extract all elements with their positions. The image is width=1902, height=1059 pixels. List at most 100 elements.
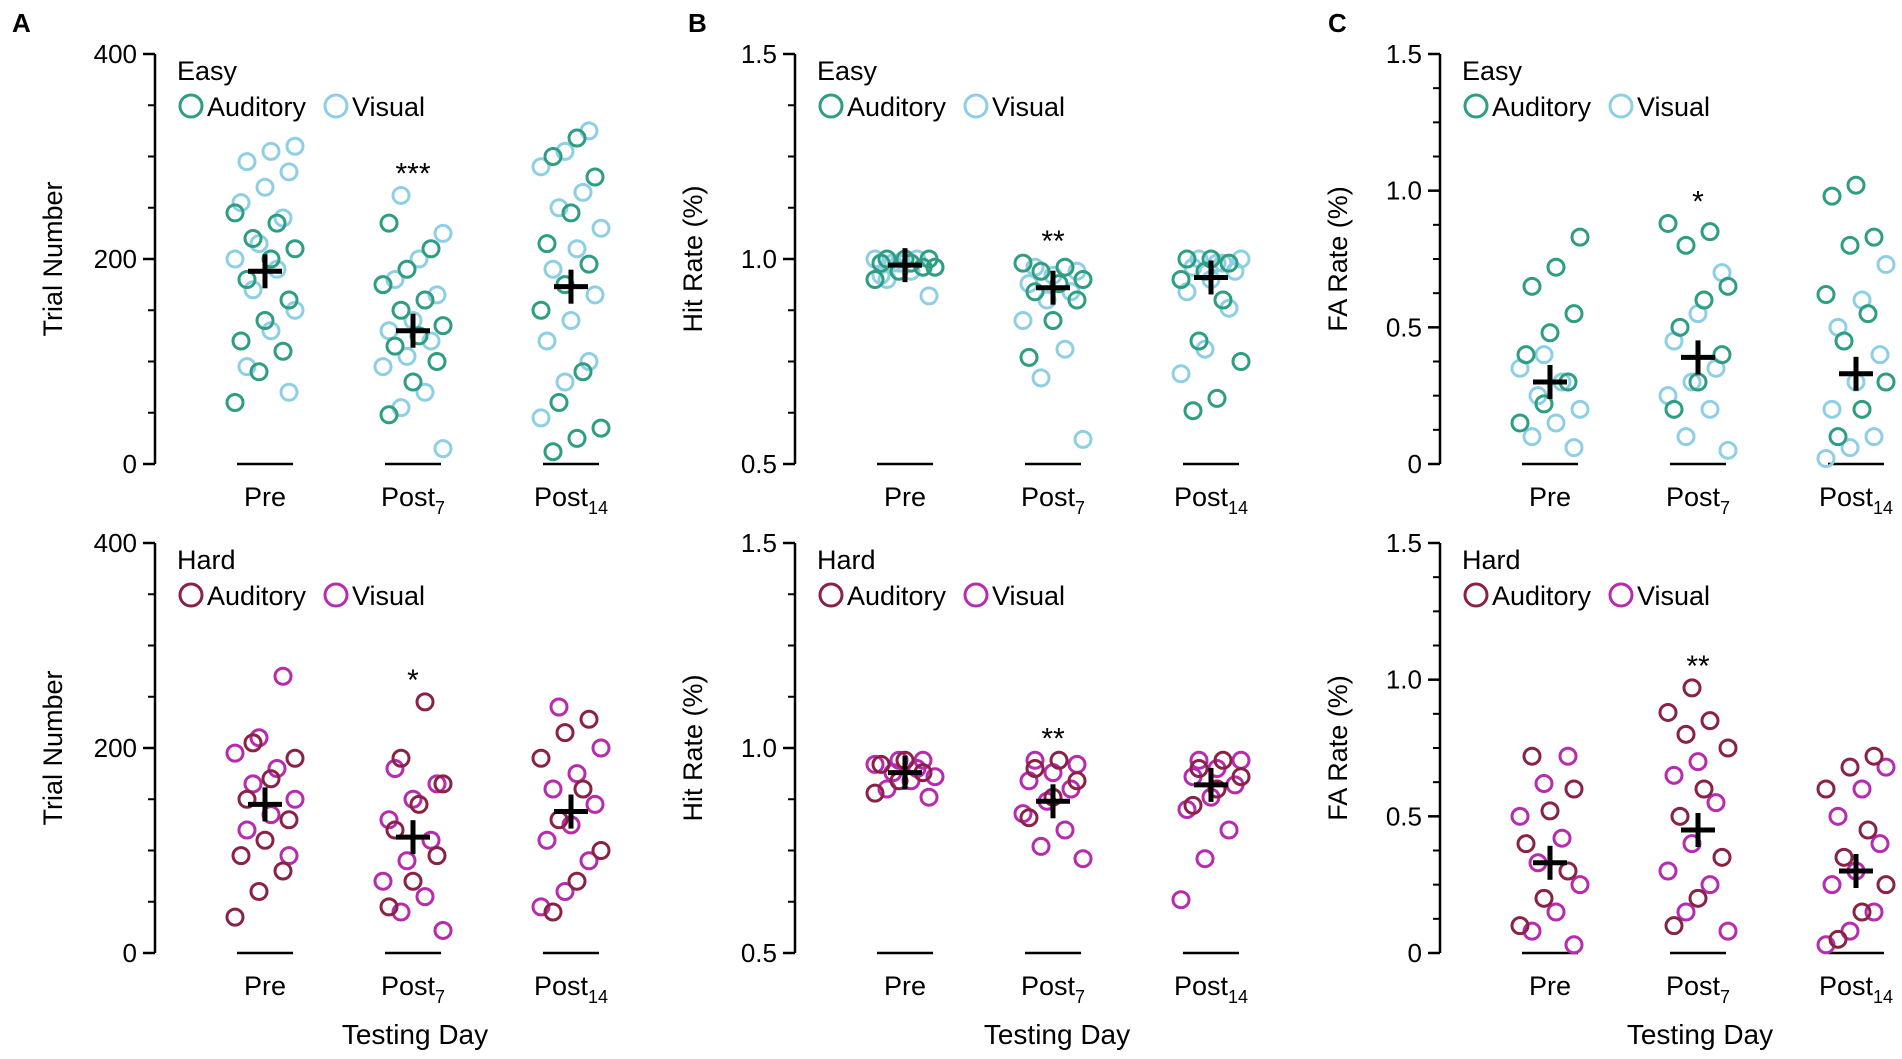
plot-c-easy: 0 0.5 1.0 1.5 FA Rate (%) Pre Post7 Post14 * Easy… bbox=[1323, 39, 1896, 518]
data-point-visual bbox=[373, 357, 393, 377]
data-point-auditory bbox=[573, 362, 593, 382]
x-tick-label: Pre bbox=[1529, 482, 1571, 512]
x-tick-label: Post7 bbox=[381, 482, 445, 518]
data-point-visual bbox=[1534, 345, 1554, 365]
data-point-auditory bbox=[1019, 808, 1039, 828]
data-point-visual bbox=[237, 152, 257, 172]
data-point-visual bbox=[1864, 427, 1884, 447]
data-point-visual bbox=[1876, 254, 1896, 274]
data-point-auditory bbox=[585, 167, 605, 187]
data-point-auditory bbox=[1171, 270, 1191, 289]
data-point-visual bbox=[1718, 921, 1738, 941]
data-point-auditory bbox=[1840, 757, 1860, 777]
data-point-auditory bbox=[1177, 249, 1197, 269]
data-point-auditory bbox=[243, 229, 263, 248]
data-point-visual bbox=[1864, 902, 1884, 922]
data-point-visual bbox=[421, 331, 441, 351]
y-tick-label: 1.5 bbox=[741, 39, 777, 69]
data-point-visual bbox=[409, 249, 429, 269]
data-point-visual bbox=[555, 372, 575, 392]
data-point-visual bbox=[1231, 249, 1251, 269]
data-point-visual bbox=[1828, 806, 1848, 826]
data-point-auditory bbox=[1510, 916, 1530, 936]
data-point-visual bbox=[1688, 752, 1708, 772]
data-point-auditory bbox=[421, 239, 441, 259]
data-point-auditory bbox=[1570, 227, 1590, 247]
data-point-visual bbox=[1067, 754, 1087, 774]
data-point-auditory bbox=[379, 405, 399, 425]
data-point-auditory bbox=[531, 300, 551, 320]
data-point-auditory bbox=[1876, 372, 1896, 392]
legend-label-visual: Visual bbox=[992, 92, 1065, 122]
data-point-visual bbox=[261, 321, 281, 341]
data-point-auditory bbox=[1025, 282, 1045, 302]
data-point-visual bbox=[579, 851, 599, 871]
data-point-visual bbox=[1840, 438, 1860, 458]
data-point-visual bbox=[591, 738, 611, 758]
data-point-auditory bbox=[1213, 750, 1233, 770]
data-point-auditory bbox=[433, 316, 453, 336]
data-point-auditory bbox=[1564, 779, 1584, 799]
x-tick-label: Post7 bbox=[1666, 971, 1730, 1007]
data-point-visual bbox=[1870, 834, 1890, 854]
data-point-auditory bbox=[1840, 235, 1860, 255]
data-point-visual bbox=[555, 882, 575, 901]
data-point-visual bbox=[1564, 438, 1584, 458]
data-point-visual bbox=[1682, 372, 1702, 392]
data-point-visual bbox=[1213, 253, 1233, 273]
panel-letter-a: A bbox=[12, 8, 31, 38]
data-point-auditory bbox=[373, 275, 393, 295]
significance-stars: * bbox=[407, 664, 419, 697]
plot-a-easy: 0 200 400 Trial Number Pre Post7 Post14 *** Easy… bbox=[38, 39, 611, 518]
y-tick-label: 200 bbox=[94, 733, 137, 763]
data-point-auditory bbox=[1231, 767, 1251, 787]
plot-a-hard: 0 200 400 Trial Number Pre Post7 Post14 * Hard Au… bbox=[38, 528, 611, 1007]
y-axis-title: FA Rate (%) bbox=[1323, 675, 1353, 821]
data-point-auditory bbox=[231, 331, 251, 351]
data-point-auditory bbox=[231, 846, 251, 866]
data-point-visual bbox=[1013, 311, 1033, 330]
data-point-visual bbox=[1231, 750, 1251, 770]
data-point-auditory bbox=[1876, 875, 1896, 895]
data-point-visual bbox=[1219, 820, 1239, 840]
panel-letter-c: C bbox=[1328, 8, 1347, 38]
data-point-visual bbox=[1031, 836, 1051, 856]
data-point-visual bbox=[531, 897, 551, 917]
data-point-auditory bbox=[403, 871, 423, 891]
data-point-visual bbox=[1534, 774, 1554, 794]
data-point-visual bbox=[1664, 765, 1684, 785]
data-point-visual bbox=[225, 249, 245, 269]
legend-marker-visual bbox=[323, 93, 349, 119]
x-axis-title-c: Testing Day bbox=[1627, 1019, 1773, 1050]
data-point-visual bbox=[415, 382, 435, 402]
data-point-visual bbox=[1025, 750, 1045, 770]
data-point-auditory bbox=[1664, 399, 1684, 419]
data-point-visual bbox=[373, 871, 393, 891]
data-point-visual bbox=[231, 193, 251, 213]
data-point-visual bbox=[267, 759, 287, 778]
data-point-visual bbox=[397, 346, 417, 366]
y-tick-label: 1.0 bbox=[1386, 176, 1422, 206]
data-point-visual bbox=[1876, 757, 1896, 777]
legend-title: Hard bbox=[177, 545, 236, 575]
data-point-visual bbox=[237, 820, 257, 840]
significance-stars: ** bbox=[1041, 722, 1065, 755]
data-point-visual bbox=[549, 697, 569, 717]
legend-label-visual: Visual bbox=[992, 581, 1065, 611]
data-point-auditory bbox=[537, 234, 557, 254]
x-tick-label: Pre bbox=[1529, 971, 1571, 1001]
data-point-auditory bbox=[379, 897, 399, 917]
legend-label-visual: Visual bbox=[352, 581, 425, 611]
y-tick-label: 1.5 bbox=[1386, 39, 1422, 69]
data-point-auditory bbox=[1019, 347, 1039, 367]
data-point-auditory bbox=[397, 259, 417, 279]
data-point-visual bbox=[255, 177, 275, 197]
data-point-visual bbox=[573, 182, 593, 202]
y-axis-title: Trial Number bbox=[38, 670, 68, 825]
data-point-auditory bbox=[237, 270, 257, 289]
data-point-visual bbox=[1700, 399, 1720, 419]
y-axis-title: Hit Rate (%) bbox=[678, 674, 708, 821]
data-point-visual bbox=[433, 223, 453, 243]
data-point-auditory bbox=[1067, 771, 1087, 791]
legend-marker-auditory bbox=[1463, 93, 1489, 119]
